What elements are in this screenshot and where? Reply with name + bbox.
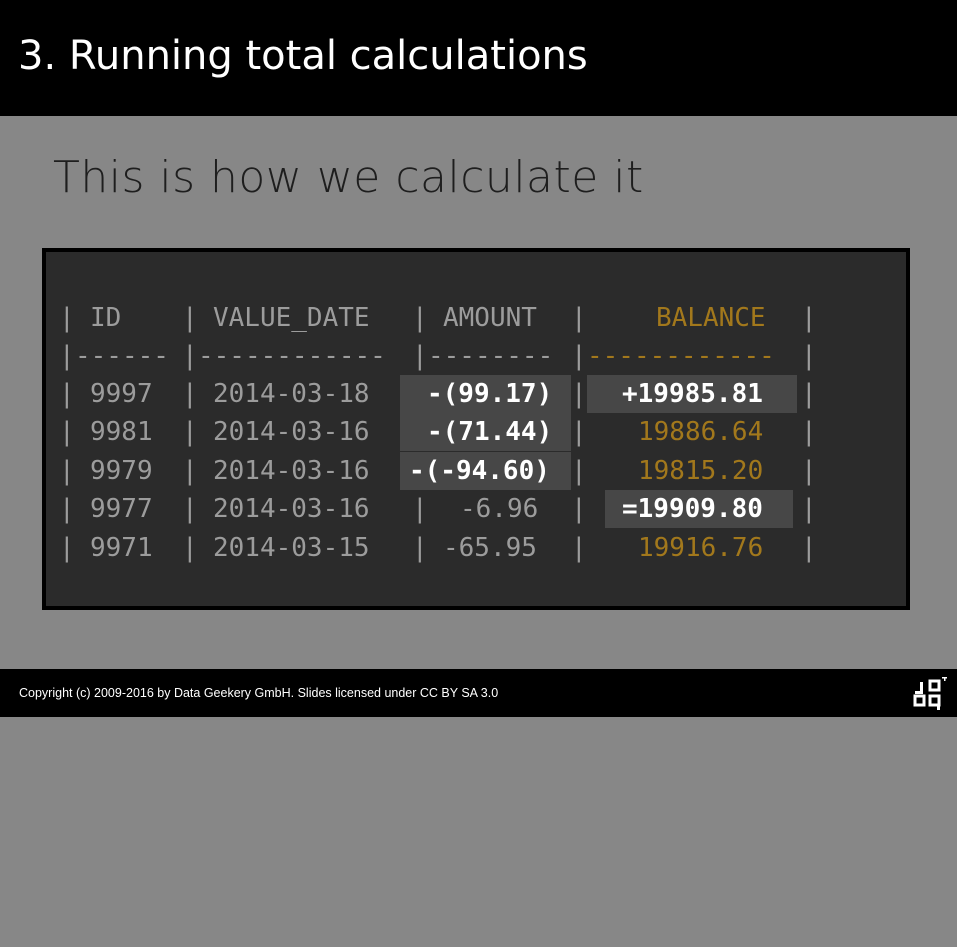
pipe: | <box>571 417 587 447</box>
pipe: | <box>801 379 817 409</box>
row-date: 2014-03-15 <box>213 533 370 563</box>
row-date: 2014-03-18 <box>213 379 370 409</box>
pipe: | <box>801 494 817 524</box>
pipe: | <box>412 494 428 524</box>
pipe: | <box>59 456 75 486</box>
slide-header: 3. Running total calculations <box>0 0 957 116</box>
slide-subtitle: This is how we calculate it <box>53 152 644 203</box>
pipe: | <box>801 456 817 486</box>
row-id: 9997 <box>90 379 153 409</box>
separator-id: ------ <box>75 341 169 371</box>
row-amount: -6.96 <box>460 494 539 524</box>
table-separator-row: | ------ | ------------ | -------- | ---… <box>46 337 906 375</box>
slide-footer: Copyright (c) 2009-2016 by Data Geekery … <box>0 669 957 717</box>
row-id: 9979 <box>90 456 153 486</box>
pipe: | <box>571 341 587 371</box>
row-balance: 19916.76 <box>638 533 764 563</box>
row-id: 9971 <box>90 533 153 563</box>
row-balance: +19985.81 <box>622 379 763 409</box>
pipe: | <box>801 417 817 447</box>
table-header-row: | ID | VALUE_DATE | AMOUNT | BALANCE | <box>46 299 906 337</box>
table-row: | 9981 | 2014-03-16 -(71.44) | 19886.64 … <box>46 413 906 451</box>
pipe: | <box>182 379 198 409</box>
amount-highlight <box>400 452 571 490</box>
row-amount: -(99.17) <box>427 379 553 409</box>
row-date: 2014-03-16 <box>213 456 370 486</box>
row-id: 9981 <box>90 417 153 447</box>
pipe: | <box>59 417 75 447</box>
pipe: | <box>571 494 587 524</box>
pipe: | <box>59 494 75 524</box>
slide-title: 3. Running total calculations <box>18 33 588 79</box>
pipe: | <box>571 456 587 486</box>
pipe: | <box>182 533 198 563</box>
row-id: 9977 <box>90 494 153 524</box>
pipe: | <box>59 379 75 409</box>
pipe: | <box>182 341 198 371</box>
pipe: | <box>59 533 75 563</box>
header-value-date: VALUE_DATE <box>213 303 370 333</box>
amount-highlight <box>400 413 571 451</box>
table-row: | 9977 | 2014-03-16 | -6.96 | =19909.80 … <box>46 490 906 528</box>
table-row: | 9979 | 2014-03-16 -(-94.60) | 19815.20… <box>46 452 906 490</box>
pipe: | <box>412 303 428 333</box>
row-balance: 19815.20 <box>638 456 764 486</box>
pipe: | <box>571 379 587 409</box>
balance-highlight <box>605 490 793 528</box>
jooq-logo-icon <box>913 677 947 710</box>
pipe: | <box>182 303 198 333</box>
row-balance: 19886.64 <box>638 417 764 447</box>
pipe: | <box>59 341 75 371</box>
pipe: | <box>182 417 198 447</box>
row-amount: -65.95 <box>443 533 537 563</box>
pipe: | <box>182 456 198 486</box>
pipe: | <box>182 494 198 524</box>
header-id: ID <box>90 303 122 333</box>
row-date: 2014-03-16 <box>213 494 370 524</box>
amount-highlight <box>400 375 571 413</box>
pipe: | <box>571 533 587 563</box>
pipe: | <box>412 533 428 563</box>
table-row: | 9971 | 2014-03-15 | -65.95 | 19916.76 … <box>46 529 906 567</box>
pipe: | <box>801 341 817 371</box>
balance-highlight <box>587 375 797 413</box>
row-amount: -(71.44) <box>427 417 553 447</box>
separator-amount: -------- <box>428 341 554 371</box>
row-balance: =19909.80 <box>622 494 763 524</box>
header-balance: BALANCE <box>656 303 766 333</box>
row-amount: -(-94.60) <box>409 456 550 486</box>
separator-value-date: ------------ <box>198 341 386 371</box>
separator-balance: ------------ <box>587 341 775 371</box>
table-row: | 9997 | 2014-03-18 -(99.17) | +19985.81… <box>46 375 906 413</box>
pipe: | <box>59 303 75 333</box>
pipe: | <box>801 303 817 333</box>
row-date: 2014-03-16 <box>213 417 370 447</box>
copyright-text: Copyright (c) 2009-2016 by Data Geekery … <box>19 686 499 700</box>
pipe: | <box>412 341 428 371</box>
pipe: | <box>801 533 817 563</box>
code-panel: | ID | VALUE_DATE | AMOUNT | BALANCE | |… <box>42 248 910 610</box>
header-amount: AMOUNT <box>443 303 537 333</box>
pipe: | <box>571 303 587 333</box>
